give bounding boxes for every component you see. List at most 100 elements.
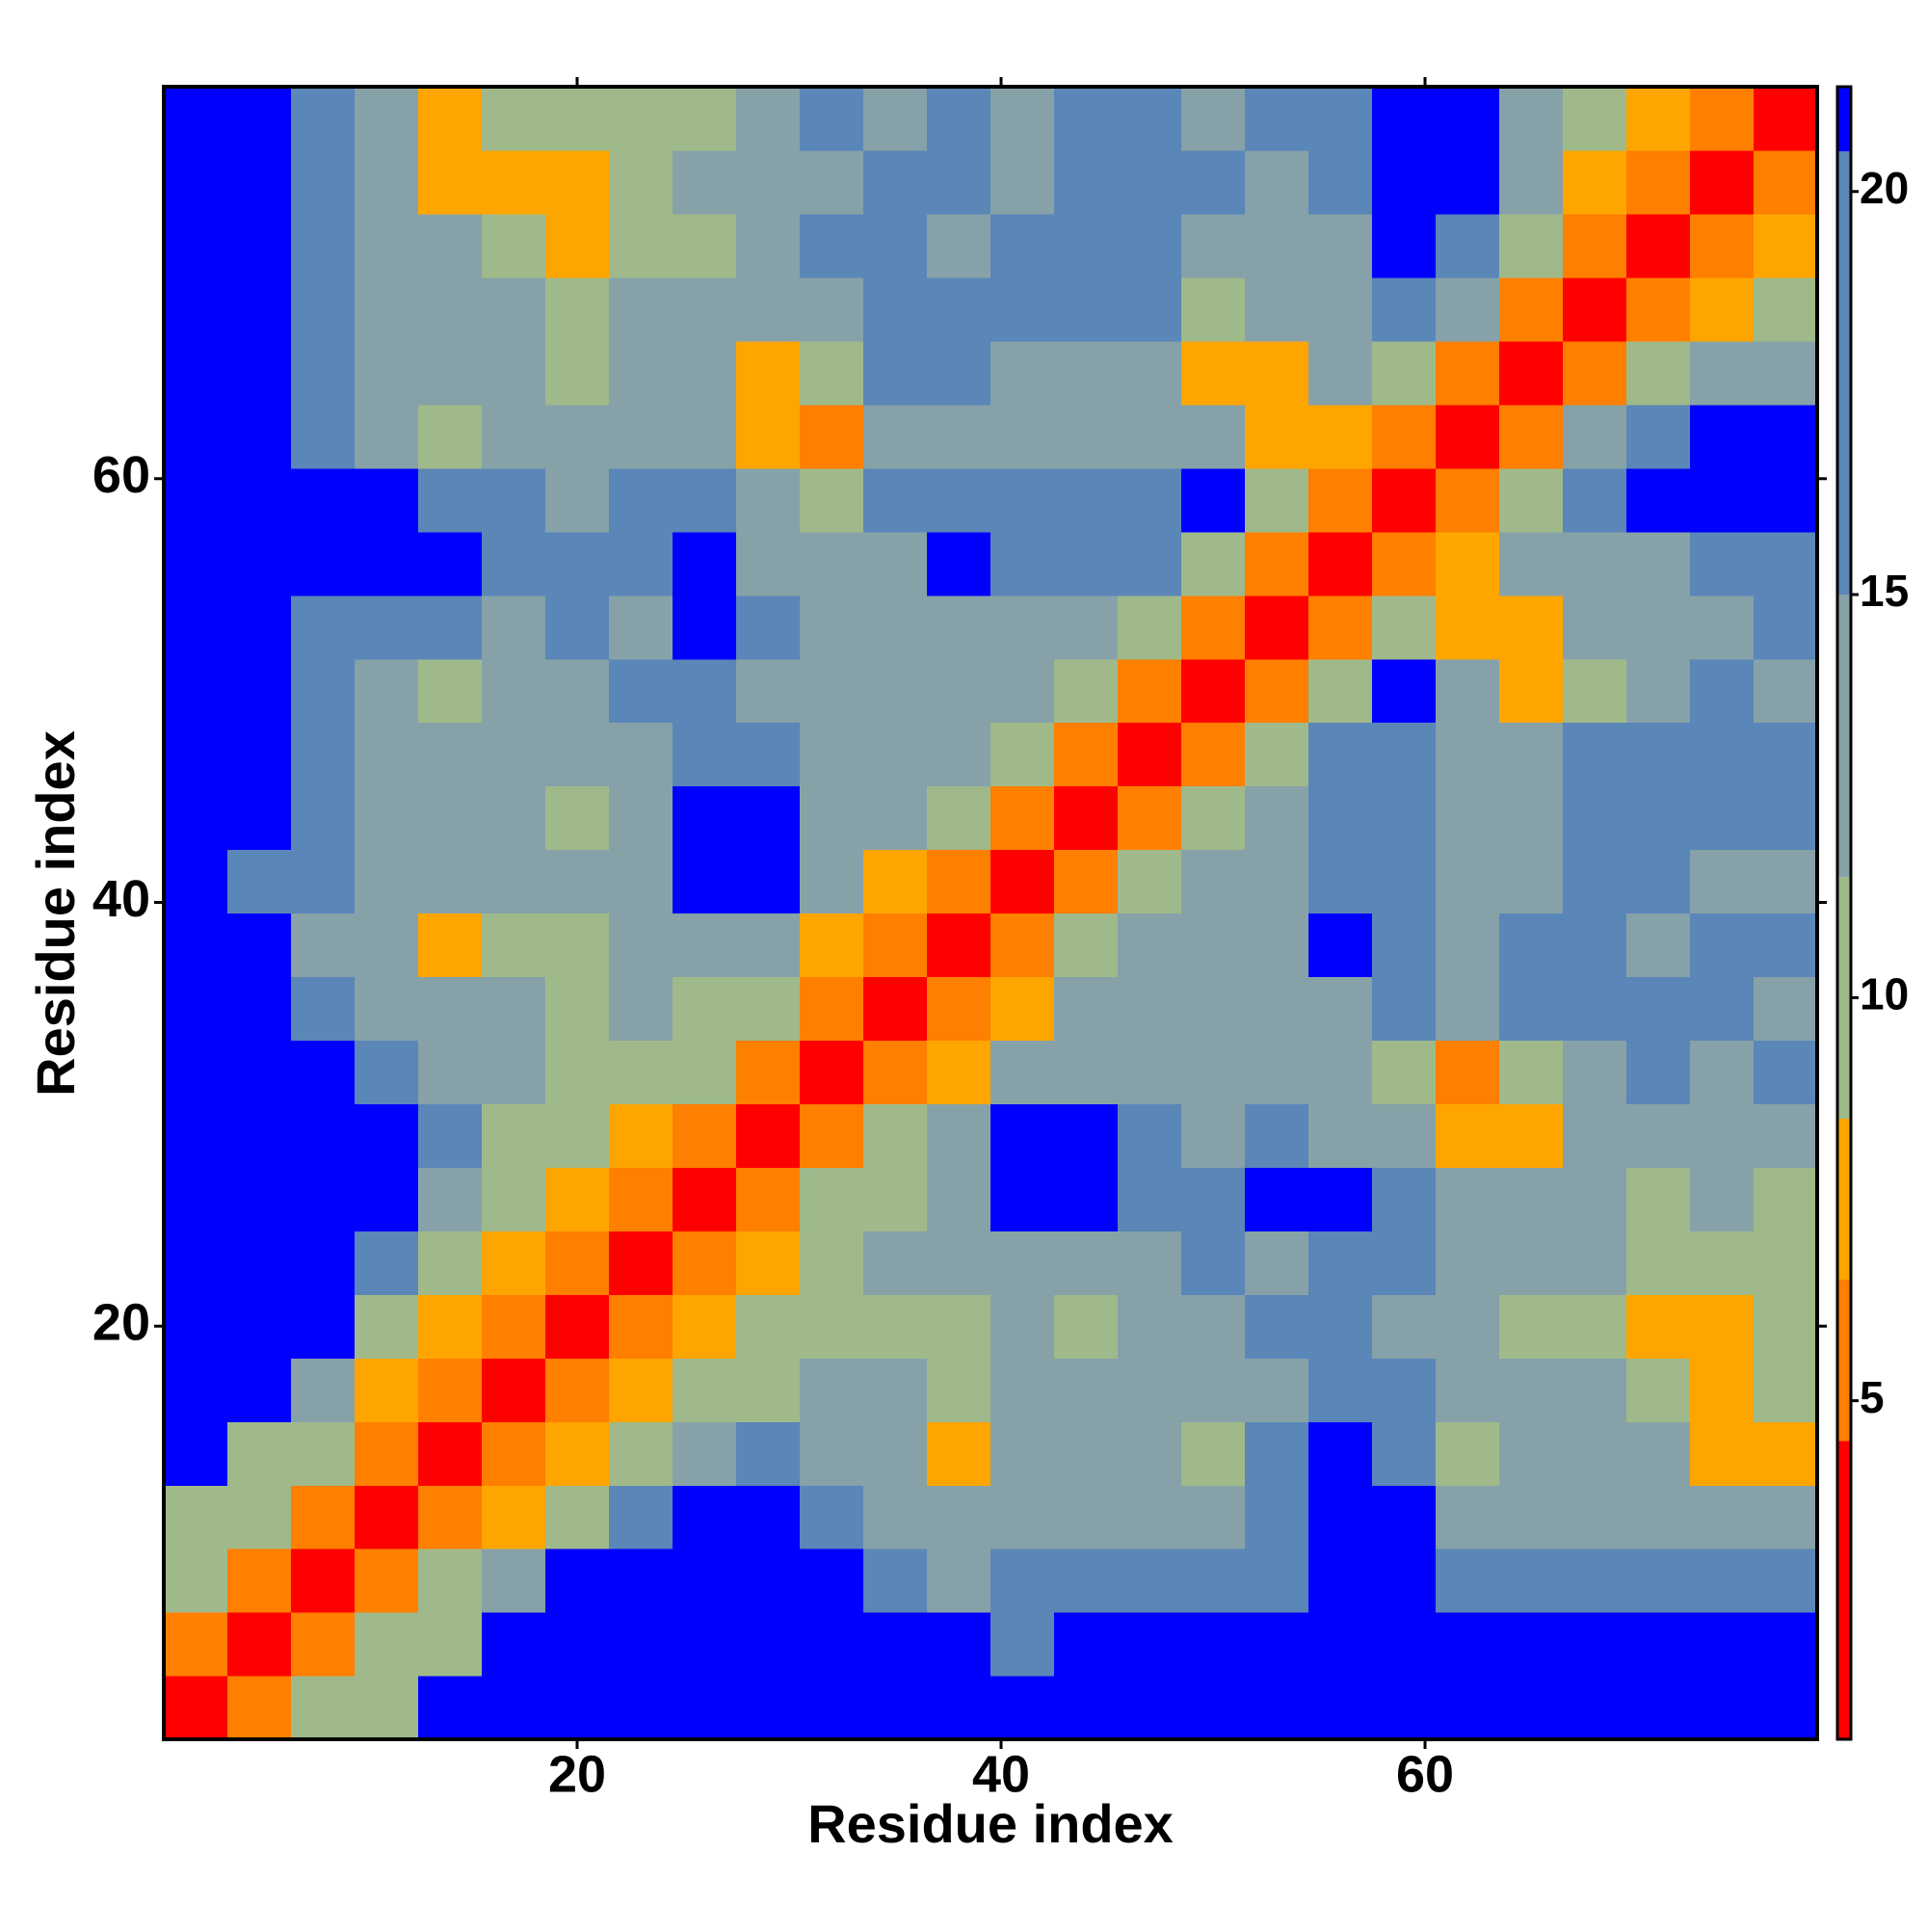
heatmap-cell (1436, 1421, 1500, 1486)
heatmap-cell (227, 213, 292, 278)
heatmap-cell (291, 213, 356, 278)
heatmap-cell (673, 785, 737, 851)
heatmap-cell (609, 149, 673, 215)
heatmap-cell (736, 849, 801, 914)
heatmap-cell (1245, 213, 1309, 278)
heatmap-cell (1054, 785, 1119, 851)
heatmap-cell (1308, 1548, 1373, 1613)
heatmap-cell (355, 213, 419, 278)
heatmap-cell (1499, 531, 1564, 596)
heatmap-cell (1054, 849, 1119, 914)
heatmap-cell (736, 1612, 801, 1677)
heatmap-cell (800, 595, 864, 660)
heatmap-cell (673, 404, 737, 469)
heatmap-cell (863, 1167, 928, 1231)
heatmap-cell (1372, 404, 1437, 469)
heatmap-cell (609, 1612, 673, 1677)
heatmap-cell (1436, 277, 1500, 342)
heatmap-cell (927, 1040, 991, 1104)
heatmap-cell (164, 1103, 228, 1168)
heatmap-cell (1563, 213, 1627, 278)
heatmap-cell (1436, 531, 1500, 596)
heatmap-cell (227, 1040, 292, 1104)
heatmap-cell (1054, 976, 1119, 1042)
heatmap-cell (863, 1358, 928, 1422)
heatmap-cell (482, 340, 546, 406)
heatmap-cell (1436, 149, 1500, 215)
heatmap-cell (1626, 1294, 1691, 1359)
heatmap-cell (227, 595, 292, 660)
heatmap-cell (418, 467, 483, 533)
heatmap-cell (1308, 1358, 1373, 1422)
heatmap-cell (1754, 913, 1818, 978)
heatmap-cell (1754, 1231, 1818, 1295)
heatmap-cell (609, 340, 673, 406)
heatmap-cell (1245, 404, 1309, 469)
heatmap-cell (673, 1548, 737, 1613)
heatmap-cell (1181, 976, 1246, 1042)
heatmap-cell (1563, 849, 1627, 914)
heatmap-cell (1372, 1167, 1437, 1231)
heatmap-cell (227, 467, 292, 533)
heatmap-cell (736, 1358, 801, 1422)
heatmap-cell (1372, 1612, 1437, 1677)
heatmap-cell (736, 531, 801, 596)
heatmap-cell (863, 149, 928, 215)
heatmap-cell (1308, 340, 1373, 406)
heatmap-cell (800, 1294, 864, 1359)
heatmap-cell (1118, 1548, 1182, 1613)
heatmap-cell (482, 1485, 546, 1549)
heatmap-cell (355, 1358, 419, 1422)
heatmap-cell (355, 1485, 419, 1549)
heatmap-cell (1054, 149, 1119, 215)
heatmap-cell (1181, 1676, 1246, 1740)
heatmap-cell (1308, 277, 1373, 342)
heatmap-cell (673, 1294, 737, 1359)
heatmap-cell (1690, 595, 1755, 660)
heatmap-cell (418, 87, 483, 151)
heatmap-cell (1118, 1676, 1182, 1740)
heatmap-cell (736, 1421, 801, 1486)
heatmap-cell (990, 849, 1055, 914)
heatmap-cell (418, 913, 483, 978)
heatmap-cell (1499, 340, 1564, 406)
x-tick-label: 60 (1396, 1745, 1454, 1803)
heatmap-cell (1690, 213, 1755, 278)
heatmap-cell (291, 1485, 356, 1549)
y-tick-label: 20 (92, 1294, 150, 1352)
heatmap-cell (927, 1358, 991, 1422)
heatmap-cell (800, 913, 864, 978)
heatmap-cell (355, 849, 419, 914)
heatmap-cell (927, 1485, 991, 1549)
heatmap-cell (609, 87, 673, 151)
colorbar-band (1837, 150, 1851, 595)
heatmap-cell (1626, 595, 1691, 660)
heatmap-cell (227, 87, 292, 151)
heatmap-cell (1499, 1548, 1564, 1613)
heatmap-cell (545, 1103, 610, 1168)
heatmap-cell (927, 1294, 991, 1359)
heatmap-cell (355, 1231, 419, 1295)
heatmap-cell (927, 1103, 991, 1168)
heatmap-cell (1245, 1548, 1309, 1613)
heatmap-cell (1436, 1612, 1500, 1677)
heatmap-cell (1308, 1294, 1373, 1359)
heatmap-cell (1372, 976, 1437, 1042)
heatmap-cell (736, 213, 801, 278)
heatmap-cell (355, 404, 419, 469)
heatmap-cell (482, 722, 546, 787)
heatmap-cell (1436, 1103, 1500, 1168)
heatmap-cell (291, 340, 356, 406)
heatmap-cell (1245, 1676, 1309, 1740)
heatmap-cell (990, 722, 1055, 787)
heatmap-cell (673, 722, 737, 787)
heatmap-cell (1690, 1294, 1755, 1359)
colorbar-tick-label: 10 (1860, 968, 1909, 1019)
heatmap-cell (927, 1421, 991, 1486)
heatmap-cell (736, 1485, 801, 1549)
heatmap-cell (164, 1421, 228, 1486)
heatmap-cell (1308, 87, 1373, 151)
heatmap-cell (164, 785, 228, 851)
heatmap-cell (990, 277, 1055, 342)
heatmap-cell (927, 1548, 991, 1613)
